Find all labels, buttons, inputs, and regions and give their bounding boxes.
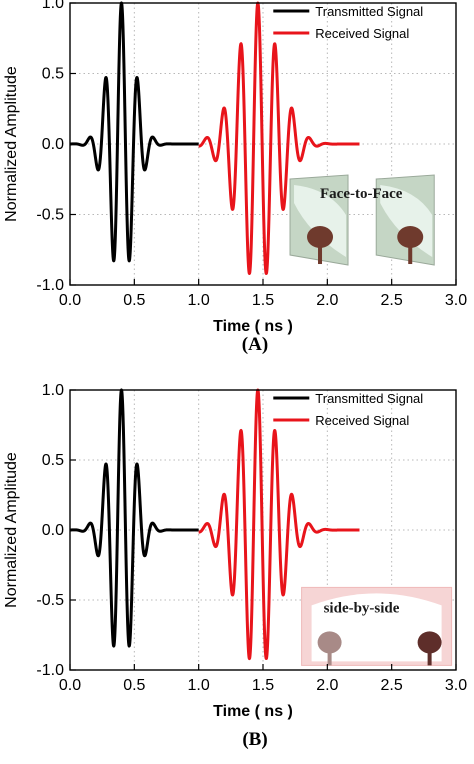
feed-left <box>318 246 323 265</box>
y-tick-label: -1.0 <box>36 277 64 294</box>
ground-plane-left <box>294 185 347 258</box>
x-tick-label: 0.0 <box>59 677 81 694</box>
inset-label: Face-to-Face <box>320 186 403 202</box>
patch-left-icon <box>317 631 342 654</box>
y-tick-label: 1.0 <box>42 382 64 399</box>
x-tick-label: 3.0 <box>445 677 467 694</box>
y-tick-label: -0.5 <box>36 207 64 224</box>
x-tick-label: 0.5 <box>123 677 145 694</box>
x-tick-label: 1.0 <box>188 677 210 694</box>
legend-label-1: Received Signal <box>315 413 409 428</box>
x-tick-label: 2.5 <box>381 677 403 694</box>
patch-right-icon <box>417 631 442 654</box>
x-tick-label: 3.0 <box>445 292 467 309</box>
feed-right <box>427 651 432 666</box>
y-tick-label: 1.0 <box>42 0 64 12</box>
ground-plane <box>311 593 442 662</box>
y-tick-label: 0.0 <box>42 136 64 153</box>
x-axis-label: Time ( ns ) <box>213 703 293 720</box>
x-tick-label: 2.0 <box>316 677 338 694</box>
y-tick-label: -1.0 <box>36 662 64 679</box>
series-line-1 <box>197 1 361 275</box>
series-line-1 <box>197 388 361 661</box>
x-tick-label: 2.5 <box>381 292 403 309</box>
y-tick-label: 0.5 <box>42 452 64 469</box>
chart-panel-0: Face-to-Face 0.0 0.5 1.0 1.5 2.0 2.5 3.0 -1.0 -0.… <box>3 0 467 355</box>
y-tick-label: -0.5 <box>36 592 64 609</box>
legend-label-0: Transmitted Signal <box>315 391 423 406</box>
feed-left <box>327 651 332 666</box>
legend-label-0: Transmitted Signal <box>315 4 423 19</box>
y-axis-label: Normalized Amplitude <box>3 66 20 222</box>
chart-panel-1: side-by-side 0.0 0.5 1.0 1.5 2.0 2.5 3.0 -1.0 -0.… <box>3 382 467 750</box>
x-tick-label: 1.0 <box>188 292 210 309</box>
x-tick-label: 0.5 <box>123 292 145 309</box>
y-tick-label: 0.0 <box>42 522 64 539</box>
y-axis-label: Normalized Amplitude <box>3 452 20 608</box>
legend-label-1: Received Signal <box>315 26 409 41</box>
x-tick-label: 1.5 <box>252 292 274 309</box>
x-axis-label: Time ( ns ) <box>213 318 293 335</box>
patch-left-icon <box>307 226 334 249</box>
y-tick-label: 0.5 <box>42 66 64 83</box>
series-line-0 <box>68 388 201 648</box>
antenna-inset: side-by-side <box>301 586 453 666</box>
feed-right <box>408 246 413 265</box>
panel-label: (A) <box>242 334 268 355</box>
x-tick-label: 2.0 <box>316 292 338 309</box>
panel-label: (B) <box>242 729 267 750</box>
series-line-0 <box>68 1 201 263</box>
inset-label: side-by-side <box>324 600 400 616</box>
x-tick-label: 0.0 <box>59 292 81 309</box>
antenna-inset: Face-to-Face <box>289 174 435 266</box>
x-tick-label: 1.5 <box>252 677 274 694</box>
patch-right-icon <box>397 226 424 249</box>
